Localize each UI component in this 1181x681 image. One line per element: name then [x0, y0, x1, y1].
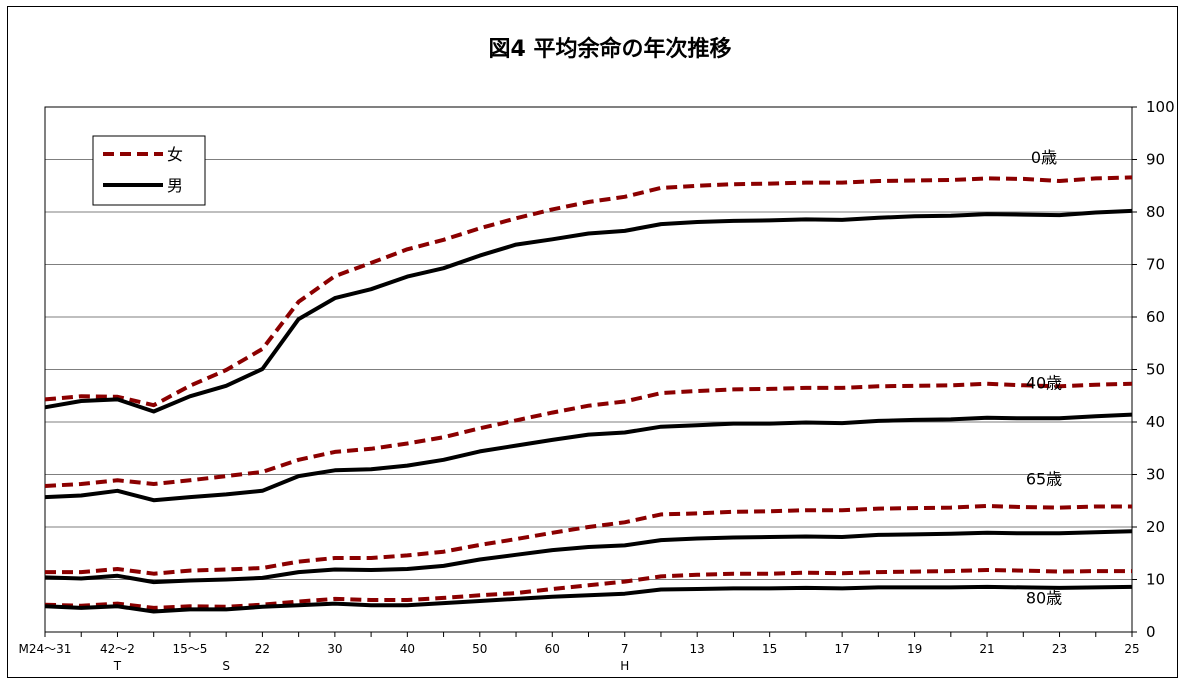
x-tick-label: 17 [834, 642, 849, 656]
y-tick-label: 10 [1146, 571, 1165, 589]
y-tick-label: 20 [1146, 518, 1165, 536]
x-tick-label: M24～31 [19, 642, 72, 656]
series-line-male [44, 584, 1133, 614]
era-label: H [620, 659, 629, 673]
group-label: 40歳 [1026, 374, 1062, 393]
y-tick-label: 30 [1146, 466, 1165, 484]
x-tick-label: 50 [472, 642, 487, 656]
era-label: T [113, 659, 122, 673]
x-tick-label: 15 [762, 642, 777, 656]
annotations: 0歳 40歳 65歳 80歳 [1026, 148, 1062, 607]
x-tick-label: 22 [255, 642, 270, 656]
y-tick-label: 70 [1146, 256, 1165, 274]
x-tick-label: 19 [907, 642, 922, 656]
x-tick-label: 23 [1052, 642, 1067, 656]
era-label: S [222, 659, 230, 673]
y-axis: 0 10 20 30 40 50 60 70 80 90 100 [1132, 98, 1175, 641]
chart-title: 図4 平均余命の年次推移 [489, 36, 732, 62]
x-tick-label: 21 [979, 642, 994, 656]
group-label: 0歳 [1031, 148, 1057, 167]
y-tick-label: 50 [1146, 361, 1165, 379]
group-label: 80歳 [1026, 588, 1062, 607]
legend-label: 女 [167, 145, 183, 164]
y-tick-label: 100 [1146, 98, 1175, 116]
grid [45, 159, 1132, 580]
series-line-female [44, 381, 1133, 488]
series-line-female [44, 175, 1133, 408]
y-tick-label: 40 [1146, 413, 1165, 431]
series-line-female [44, 568, 1132, 610]
legend-label: 男 [167, 176, 183, 195]
series-line-male [44, 208, 1133, 414]
x-tick-label: 42～2 [100, 642, 135, 656]
y-tick-label: 0 [1146, 623, 1156, 641]
chart-frame [7, 6, 1178, 678]
legend-box [92, 135, 206, 206]
x-axis: M24～31 42～2 15～5 22 30 40 50 60 7 13 15 17 19 21 23 25 T… [19, 632, 1140, 673]
series-line-male [44, 529, 1133, 585]
x-tick-label: 25 [1124, 642, 1139, 656]
series-line-female [45, 504, 1132, 576]
x-tick-label: 60 [545, 642, 560, 656]
series-line-male [44, 412, 1133, 503]
y-tick-label: 60 [1146, 308, 1165, 326]
y-tick-label: 90 [1146, 151, 1165, 169]
group-label: 65歳 [1026, 470, 1062, 489]
x-tick-label: 7 [621, 642, 629, 656]
legend: 女男 [92, 135, 206, 206]
series-layer [44, 175, 1133, 614]
y-tick-label: 80 [1146, 203, 1165, 221]
x-tick-label: 40 [400, 642, 415, 656]
x-tick-label: 30 [327, 642, 342, 656]
x-tick-label: 13 [690, 642, 705, 656]
x-tick-label: 15～5 [172, 642, 207, 656]
